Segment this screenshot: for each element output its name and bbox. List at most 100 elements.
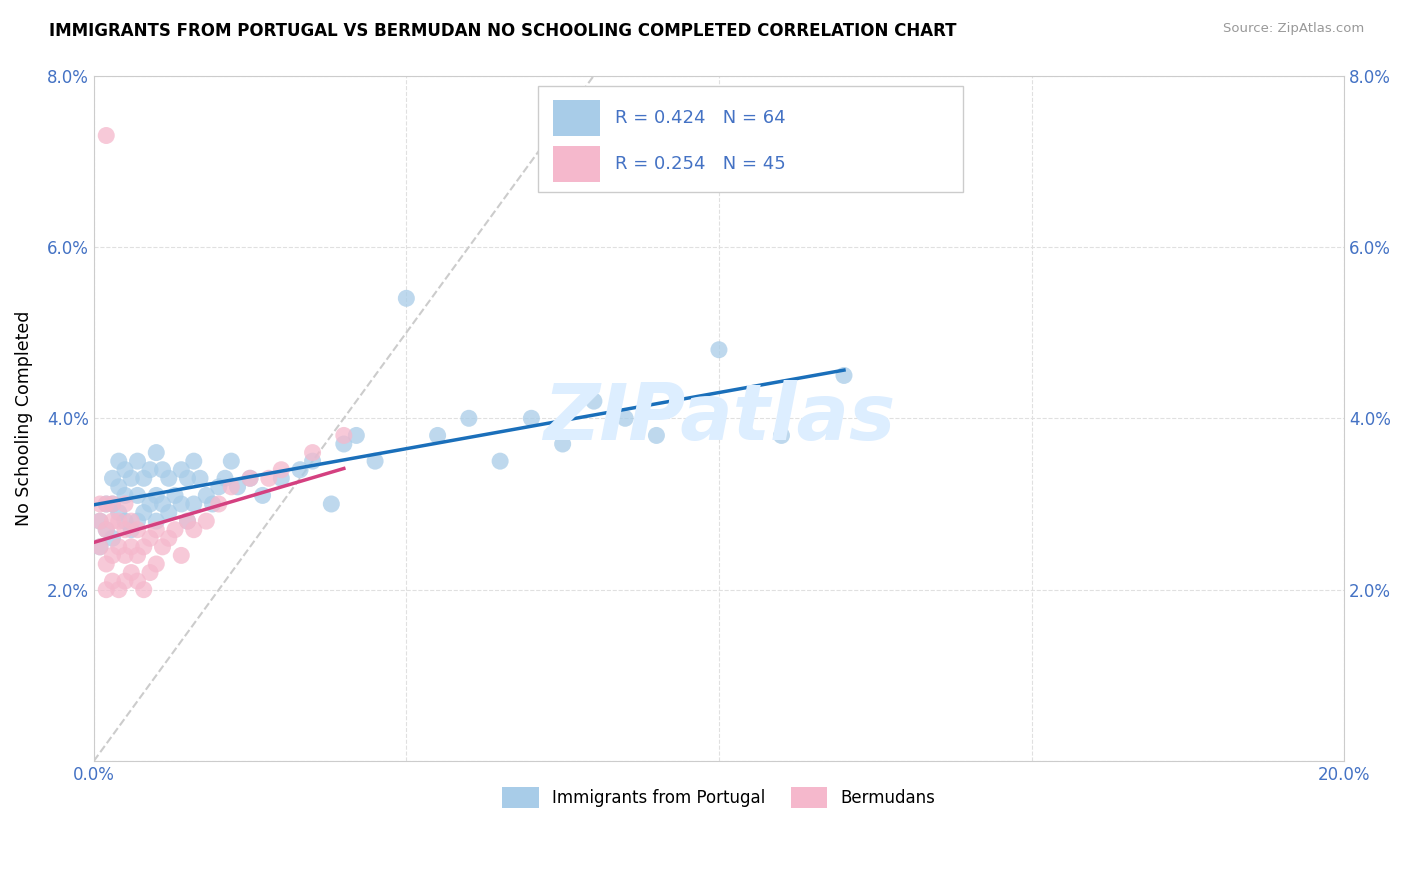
Point bbox=[551, 437, 574, 451]
Point bbox=[132, 506, 155, 520]
FancyBboxPatch shape bbox=[553, 100, 600, 136]
Point bbox=[333, 437, 356, 451]
Point bbox=[152, 497, 174, 511]
Point bbox=[96, 128, 118, 143]
Point bbox=[364, 454, 387, 468]
Point bbox=[120, 514, 142, 528]
Point bbox=[301, 454, 323, 468]
Point bbox=[832, 368, 855, 383]
Point bbox=[107, 454, 129, 468]
Point bbox=[333, 428, 356, 442]
FancyBboxPatch shape bbox=[553, 146, 600, 182]
Point bbox=[489, 454, 512, 468]
Point bbox=[176, 514, 198, 528]
Y-axis label: No Schooling Completed: No Schooling Completed bbox=[15, 310, 32, 526]
Point bbox=[96, 497, 118, 511]
Point bbox=[120, 523, 142, 537]
Text: Source: ZipAtlas.com: Source: ZipAtlas.com bbox=[1223, 22, 1364, 36]
Point bbox=[321, 497, 343, 511]
Point bbox=[120, 471, 142, 485]
Point bbox=[582, 394, 605, 409]
Point bbox=[707, 343, 730, 357]
Point bbox=[101, 514, 124, 528]
Point bbox=[157, 506, 180, 520]
Point bbox=[770, 428, 793, 442]
Point bbox=[107, 514, 129, 528]
Point bbox=[183, 497, 205, 511]
Point bbox=[127, 454, 149, 468]
Point bbox=[127, 488, 149, 502]
Text: IMMIGRANTS FROM PORTUGAL VS BERMUDAN NO SCHOOLING COMPLETED CORRELATION CHART: IMMIGRANTS FROM PORTUGAL VS BERMUDAN NO … bbox=[49, 22, 956, 40]
Point bbox=[101, 531, 124, 545]
Point bbox=[145, 523, 167, 537]
Point bbox=[457, 411, 479, 425]
Point bbox=[152, 540, 174, 554]
Point bbox=[139, 566, 162, 580]
Point bbox=[96, 497, 118, 511]
Point bbox=[107, 540, 129, 554]
Point bbox=[221, 454, 243, 468]
Point bbox=[183, 523, 205, 537]
Point bbox=[127, 523, 149, 537]
Point bbox=[114, 488, 136, 502]
Point bbox=[139, 531, 162, 545]
Point bbox=[145, 445, 167, 459]
Point bbox=[157, 531, 180, 545]
Point bbox=[101, 471, 124, 485]
Point bbox=[270, 471, 292, 485]
Point bbox=[120, 566, 142, 580]
Point bbox=[107, 480, 129, 494]
Point bbox=[114, 549, 136, 563]
Point bbox=[176, 514, 198, 528]
Point bbox=[132, 471, 155, 485]
Point bbox=[239, 471, 262, 485]
Point bbox=[208, 497, 231, 511]
Point bbox=[101, 497, 124, 511]
Point bbox=[101, 574, 124, 588]
Point bbox=[132, 582, 155, 597]
Point bbox=[114, 523, 136, 537]
Point bbox=[170, 497, 193, 511]
Point bbox=[127, 514, 149, 528]
Point bbox=[107, 506, 129, 520]
Point bbox=[139, 497, 162, 511]
Point bbox=[195, 488, 218, 502]
Point bbox=[170, 549, 193, 563]
Point bbox=[145, 488, 167, 502]
Point bbox=[101, 497, 124, 511]
Point bbox=[426, 428, 449, 442]
Point bbox=[89, 540, 111, 554]
Point bbox=[183, 454, 205, 468]
Text: ZIPatlas: ZIPatlas bbox=[543, 380, 896, 457]
Point bbox=[221, 480, 243, 494]
Point bbox=[214, 471, 236, 485]
Point bbox=[145, 514, 167, 528]
Point bbox=[163, 488, 186, 502]
FancyBboxPatch shape bbox=[537, 86, 963, 192]
Point bbox=[252, 488, 274, 502]
Point bbox=[132, 540, 155, 554]
Point bbox=[239, 471, 262, 485]
Point bbox=[288, 463, 311, 477]
Point bbox=[127, 574, 149, 588]
Point bbox=[257, 471, 280, 485]
Point bbox=[114, 497, 136, 511]
Point bbox=[344, 428, 367, 442]
Point bbox=[195, 514, 218, 528]
Point bbox=[614, 411, 637, 425]
Point bbox=[163, 523, 186, 537]
Point bbox=[89, 497, 111, 511]
Point bbox=[395, 291, 418, 305]
Point bbox=[139, 463, 162, 477]
Point bbox=[645, 428, 668, 442]
Point bbox=[120, 540, 142, 554]
Point bbox=[114, 463, 136, 477]
Point bbox=[96, 523, 118, 537]
Point bbox=[96, 582, 118, 597]
Text: R = 0.254   N = 45: R = 0.254 N = 45 bbox=[616, 155, 786, 173]
Point bbox=[101, 549, 124, 563]
Point bbox=[270, 463, 292, 477]
Point bbox=[157, 471, 180, 485]
Point bbox=[127, 549, 149, 563]
Legend: Immigrants from Portugal, Bermudans: Immigrants from Portugal, Bermudans bbox=[496, 780, 942, 814]
